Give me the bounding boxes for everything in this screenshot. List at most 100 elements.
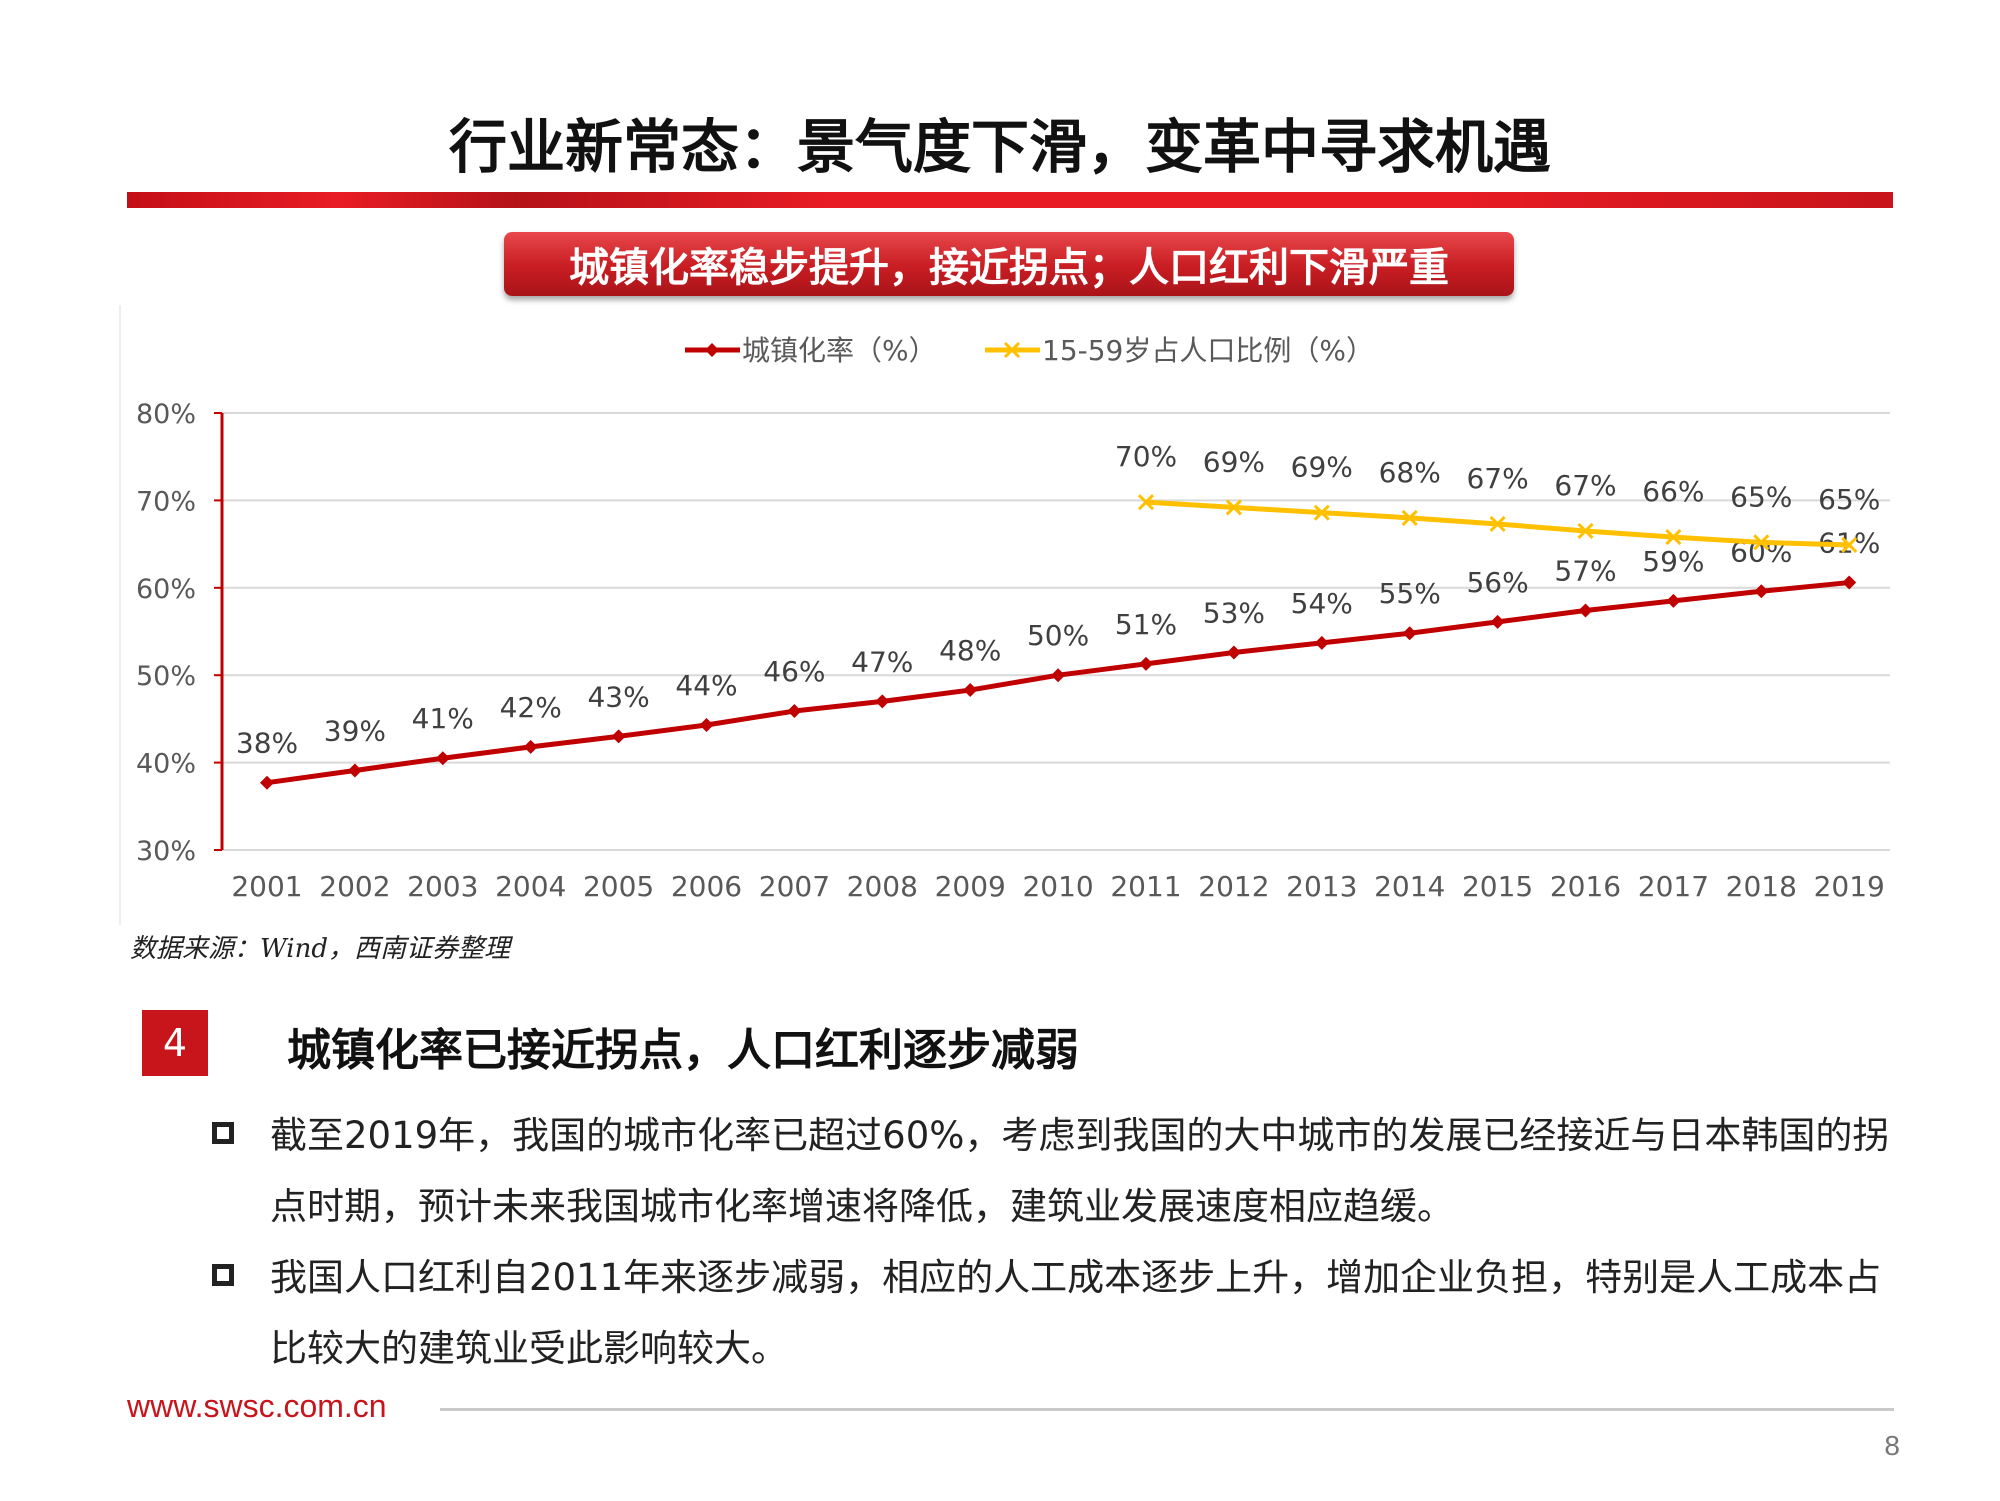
y-tick-label: 40% [136, 749, 196, 780]
data-label: 53% [1203, 596, 1265, 629]
data-point-marker [1401, 509, 1418, 526]
x-tick-label: 2001 [231, 870, 302, 903]
x-tick-label: 2016 [1550, 870, 1621, 903]
y-tick-label: 50% [136, 661, 196, 692]
legend-marker [1003, 341, 1021, 359]
data-label: 70% [1115, 440, 1177, 473]
data-point-marker [1402, 626, 1417, 641]
data-point-marker [611, 729, 626, 744]
data-point-marker [1313, 504, 1330, 521]
x-tick-label: 2013 [1286, 870, 1357, 903]
data-label: 57% [1554, 555, 1616, 588]
x-tick-label: 2002 [319, 870, 390, 903]
y-tick-label: 60% [136, 574, 196, 605]
data-label: 67% [1554, 469, 1616, 502]
section-title: 城镇化率已接近拐点，人口红利逐步减弱 [287, 1025, 1079, 1076]
x-tick-label: 2007 [759, 870, 830, 903]
page-title: 行业新常态：景气度下滑，变革中寻求机遇 [448, 113, 1551, 181]
title-underline-bar [127, 192, 1893, 208]
section-number-badge: 4 [142, 1010, 208, 1076]
square-bullet-icon [212, 1122, 234, 1144]
data-point-marker [1225, 499, 1242, 516]
data-point-marker [1226, 645, 1241, 660]
x-tick-label: 2004 [495, 870, 566, 903]
x-tick-label: 2014 [1374, 870, 1445, 903]
data-label: 39% [324, 714, 386, 747]
data-point-marker [699, 718, 714, 733]
data-point-marker [1139, 656, 1153, 671]
x-tick-label: 2005 [583, 870, 654, 903]
data-label: 44% [675, 669, 737, 702]
data-label: 65% [1730, 480, 1792, 513]
data-point-marker [1665, 529, 1682, 546]
data-point-marker [1753, 534, 1770, 551]
footer-divider [440, 1408, 1894, 1411]
x-tick-label: 2018 [1726, 870, 1797, 903]
data-point-marker [1137, 494, 1155, 511]
legend-label: 15-59岁占人口比例（%） [1042, 334, 1374, 367]
x-tick-label: 2012 [1198, 870, 1269, 903]
data-label: 67% [1466, 462, 1528, 495]
data-label: 42% [500, 691, 562, 724]
data-label: 50% [1027, 619, 1089, 652]
x-tick-label: 2006 [671, 870, 742, 903]
x-tick-label: 2008 [847, 870, 918, 903]
data-point-marker [523, 739, 538, 754]
data-label: 48% [939, 634, 1001, 667]
data-source-note: 数据来源：Wind，西南证券整理 [130, 934, 510, 964]
bullet-item: 截至2019年，我国的城市化率已超过60%，考虑到我国的大中城市的发展已经接近与… [212, 1100, 1900, 1242]
x-tick-label: 2009 [935, 870, 1006, 903]
data-point-marker [1754, 584, 1769, 599]
bullet-text: 我国人口红利自2011年来逐步减弱，相应的人工成本逐步上升，增加企业负担，特别是… [270, 1256, 1882, 1370]
data-label: 68% [1379, 456, 1441, 489]
bullet-item: 我国人口红利自2011年来逐步减弱，相应的人工成本逐步上升，增加企业负担，特别是… [212, 1242, 1900, 1384]
data-point-marker [787, 704, 802, 719]
legend-label: 城镇化率（%） [742, 334, 937, 367]
data-point-marker [1577, 522, 1594, 540]
data-label: 47% [851, 645, 913, 678]
data-point-marker [1314, 635, 1329, 650]
y-tick-label: 80% [136, 399, 196, 430]
data-label: 59% [1642, 545, 1704, 578]
data-point-marker [1578, 603, 1593, 618]
legend-marker [705, 343, 719, 357]
data-label: 65% [1818, 483, 1880, 516]
chart-area [120, 305, 1920, 925]
data-point-marker [435, 751, 450, 766]
data-label: 51% [1115, 608, 1177, 641]
data-label: 38% [236, 727, 298, 760]
data-point-marker [260, 775, 274, 790]
data-label: 69% [1203, 445, 1265, 478]
y-tick-label: 30% [136, 836, 196, 867]
data-label: 54% [1291, 587, 1353, 620]
data-label: 69% [1291, 451, 1353, 484]
chart-banner: 城镇化率稳步提升，接近拐点；人口红利下滑严重 [504, 232, 1514, 296]
data-label: 41% [412, 702, 474, 735]
footer-url-link[interactable]: www.swsc.com.cn [127, 1388, 387, 1424]
y-tick-label: 70% [136, 486, 196, 517]
x-tick-label: 2015 [1462, 870, 1533, 903]
data-label: 56% [1466, 566, 1528, 599]
data-point-marker [1489, 515, 1506, 533]
square-bullet-icon [212, 1264, 234, 1286]
line-chart: 30% 40% 50% 60% 70% 80% 2001 2002 2003 2004 2005 20… [119, 305, 1920, 925]
data-point-marker [347, 763, 362, 778]
data-point-marker [963, 683, 978, 698]
bullet-text: 截至2019年，我国的城市化率已超过60%，考虑到我国的大中城市的发展已经接近与… [270, 1114, 1890, 1228]
data-point-marker [1490, 614, 1505, 629]
x-tick-label: 2010 [1022, 870, 1093, 903]
data-label: 66% [1642, 475, 1704, 508]
data-point-marker [1841, 536, 1858, 554]
data-point-marker [875, 694, 890, 709]
x-tick-label: 2011 [1110, 870, 1181, 903]
x-tick-label: 2017 [1638, 870, 1709, 903]
x-tick-label: 2019 [1814, 870, 1885, 903]
data-point-marker [1051, 668, 1066, 683]
data-label: 55% [1379, 577, 1441, 610]
data-label: 43% [587, 680, 649, 713]
data-label: 46% [763, 655, 825, 688]
data-point-marker [1842, 575, 1857, 590]
page-number: 8 [1884, 1430, 1900, 1461]
x-tick-label: 2003 [407, 870, 478, 903]
data-point-marker [1666, 593, 1681, 608]
